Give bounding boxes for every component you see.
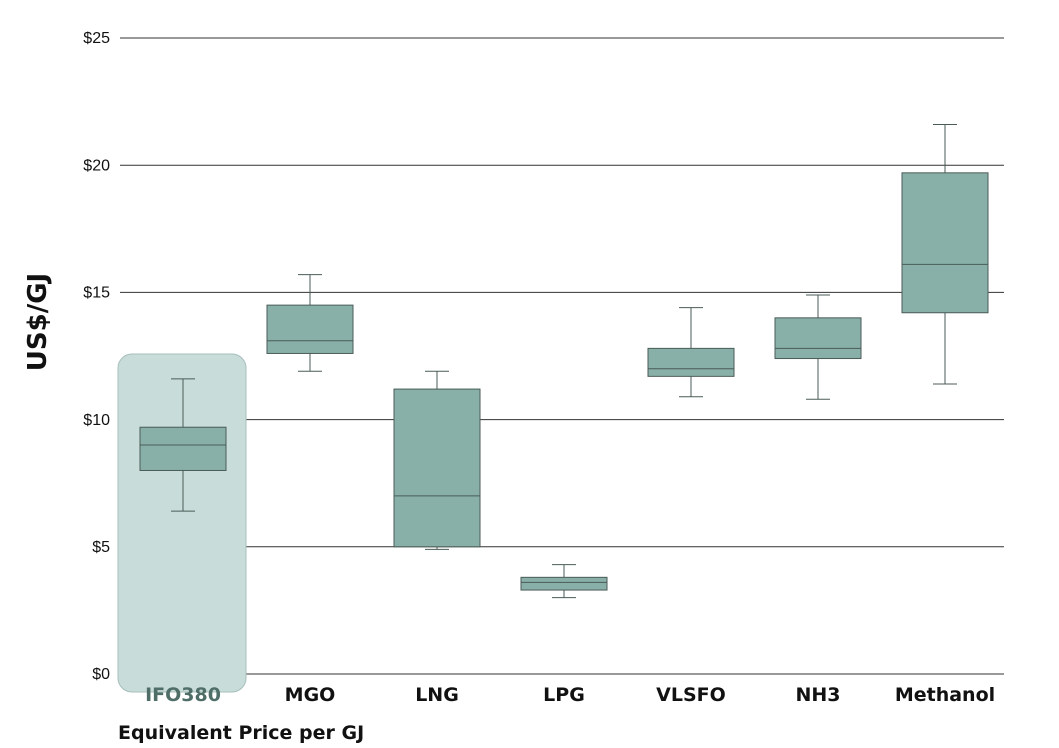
y-tick-label: $15 bbox=[83, 285, 110, 302]
box-vlsfo bbox=[647, 307, 735, 398]
x-axis-title: Equivalent Price per GJ bbox=[118, 722, 364, 744]
box-nh3 bbox=[774, 294, 862, 400]
iqr-box bbox=[520, 576, 608, 591]
box-methanol bbox=[901, 123, 989, 385]
iqr-box bbox=[774, 317, 862, 360]
y-tick-label: $5 bbox=[92, 539, 110, 556]
y-tick-label: $0 bbox=[92, 666, 110, 683]
category-label-vlsfo: VLSFO bbox=[656, 684, 726, 706]
iqr-box bbox=[139, 426, 227, 471]
box-ifo380 bbox=[139, 378, 227, 512]
y-tick-label: $25 bbox=[83, 30, 110, 47]
box-lng bbox=[393, 370, 481, 550]
y-axis-title: US$/GJ bbox=[23, 273, 53, 371]
y-tick-label: $20 bbox=[83, 157, 110, 174]
y-axis-tick-labels: $0 $5 $10 $15 $20 $25 bbox=[83, 30, 110, 683]
category-label-ifo380: IFO380 bbox=[145, 684, 221, 706]
gridlines bbox=[120, 37, 1004, 675]
category-labels: IFO380 MGO LNG LPG VLSFO NH3 Methanol bbox=[145, 684, 995, 706]
iqr-box bbox=[901, 172, 989, 314]
iqr-box bbox=[647, 347, 735, 377]
highlight-band-ifo380 bbox=[117, 353, 247, 693]
category-label-mgo: MGO bbox=[285, 684, 336, 706]
category-label-methanol: Methanol bbox=[895, 684, 995, 706]
highlight-band bbox=[117, 353, 247, 693]
category-label-lng: LNG bbox=[415, 684, 459, 706]
iqr-box bbox=[393, 388, 481, 548]
box-lpg bbox=[520, 564, 608, 599]
boxes bbox=[139, 123, 989, 599]
category-label-lpg: LPG bbox=[543, 684, 585, 706]
iqr-box bbox=[266, 304, 354, 354]
category-label-nh3: NH3 bbox=[795, 684, 840, 706]
box-mgo bbox=[266, 274, 354, 372]
y-tick-label: $10 bbox=[83, 412, 110, 429]
